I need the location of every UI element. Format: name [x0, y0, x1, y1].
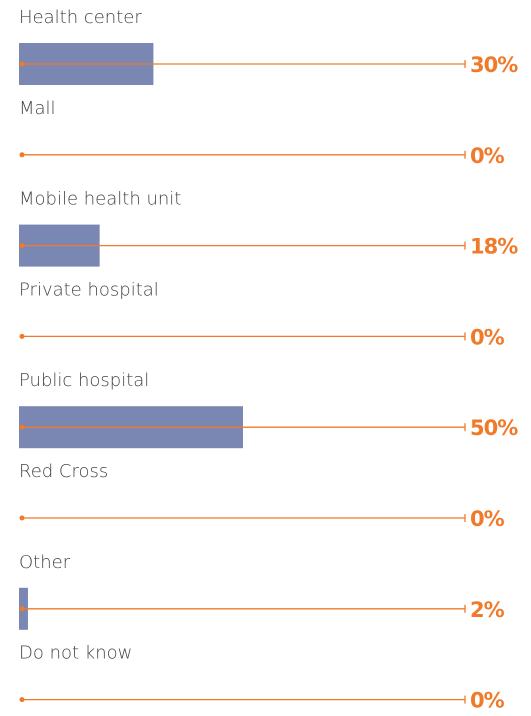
- track-dot: [19, 606, 25, 612]
- category-label: Mobile health unit: [19, 189, 181, 210]
- value-label: 2%: [470, 598, 505, 622]
- value-label: 0%: [470, 144, 505, 168]
- category-label: Private hospital: [19, 279, 159, 300]
- value-label: 50%: [470, 416, 518, 440]
- track-dot: [19, 333, 25, 339]
- category-label: Health center: [19, 7, 142, 28]
- value-label: 0%: [470, 689, 505, 713]
- track-dot: [19, 424, 25, 430]
- track-dot: [19, 152, 25, 158]
- category-label: Public hospital: [19, 370, 149, 391]
- value-label: 0%: [470, 325, 505, 349]
- track-dot: [19, 61, 25, 67]
- category-label: Red Cross: [19, 461, 108, 482]
- category-label: Do not know: [19, 643, 132, 664]
- track-dot: [19, 515, 25, 521]
- track-dot: [19, 243, 25, 249]
- value-label: 30%: [470, 53, 518, 77]
- value-label: 18%: [470, 235, 518, 259]
- category-label: Other: [19, 552, 71, 573]
- track-dot: [19, 697, 25, 703]
- value-label: 0%: [470, 507, 505, 531]
- category-label: Mall: [19, 98, 56, 119]
